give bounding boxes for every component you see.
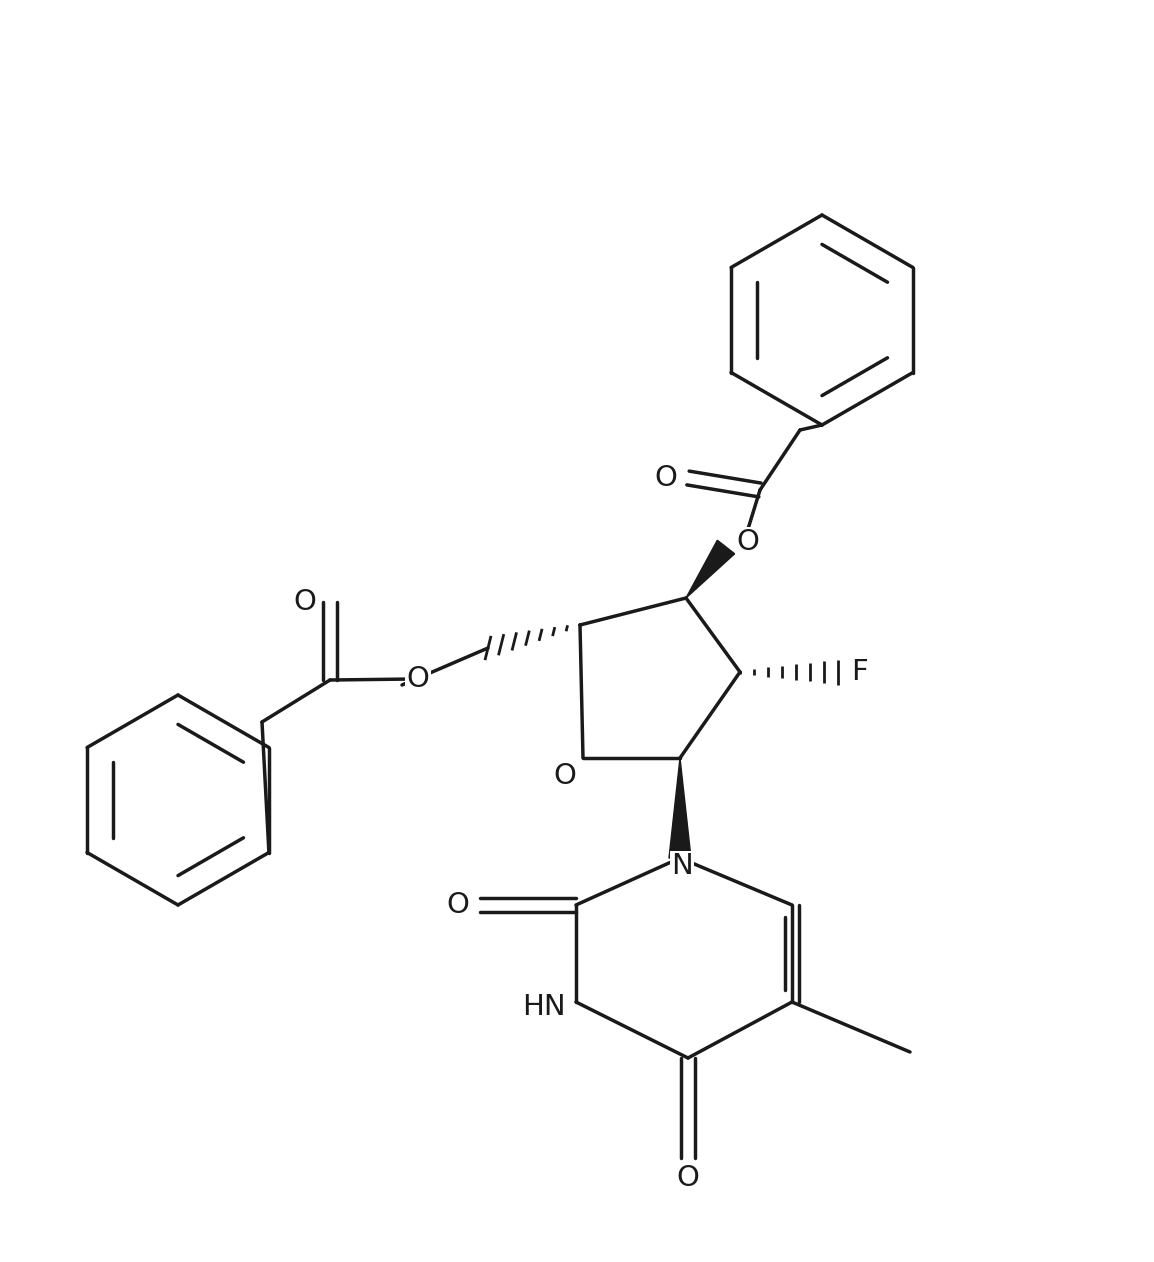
Polygon shape xyxy=(685,540,735,598)
Polygon shape xyxy=(669,758,691,858)
Text: O: O xyxy=(406,665,429,693)
Text: HN: HN xyxy=(523,993,565,1021)
Text: O: O xyxy=(736,528,759,557)
Text: O: O xyxy=(447,891,470,919)
Text: O: O xyxy=(654,464,677,492)
Text: O: O xyxy=(554,762,577,790)
Text: N: N xyxy=(672,852,692,880)
Text: O: O xyxy=(293,588,316,616)
Text: O: O xyxy=(676,1164,699,1193)
Text: F: F xyxy=(852,658,868,687)
